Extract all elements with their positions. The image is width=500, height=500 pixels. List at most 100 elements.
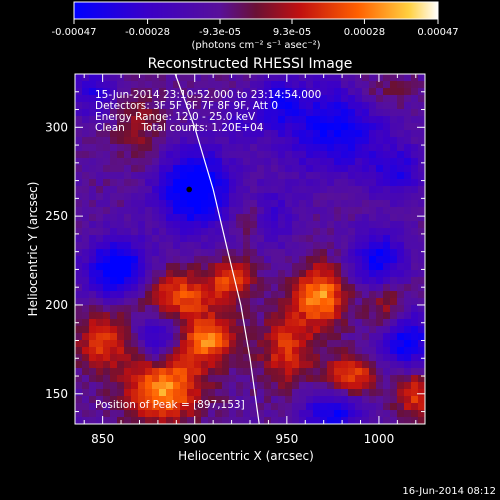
heatmap-cell — [418, 165, 425, 173]
heatmap-cell — [299, 277, 307, 285]
heatmap-cell — [166, 158, 174, 166]
heatmap-cell — [404, 221, 412, 229]
heatmap-cell — [208, 284, 216, 292]
heatmap-cell — [201, 95, 209, 103]
heatmap-cell — [159, 326, 167, 334]
heatmap-cell — [334, 410, 342, 418]
heatmap-cell — [355, 333, 363, 341]
heatmap-cell — [411, 151, 419, 159]
heatmap-cell — [362, 109, 370, 117]
heatmap-cell — [215, 326, 223, 334]
heatmap-cell — [82, 74, 90, 82]
heatmap-cell — [278, 305, 286, 313]
heatmap-cell — [327, 326, 335, 334]
heatmap-cell — [131, 144, 139, 152]
heatmap-cell — [376, 375, 384, 383]
heatmap-cell — [369, 256, 377, 264]
heatmap-cell — [96, 228, 104, 236]
heatmap-cell — [145, 382, 153, 390]
heatmap-cell — [306, 368, 314, 376]
heatmap-cell — [215, 151, 223, 159]
heatmap-cell — [271, 284, 279, 292]
heatmap-cell — [152, 158, 160, 166]
heatmap-cell — [82, 382, 90, 390]
heatmap-cell — [313, 221, 321, 229]
heatmap-cell — [159, 165, 167, 173]
heatmap-cell — [362, 256, 370, 264]
heatmap-cell — [278, 361, 286, 369]
heatmap-cell — [362, 74, 370, 82]
heatmap-cell — [89, 305, 97, 313]
heatmap-cell — [404, 102, 412, 110]
heatmap-cell — [89, 347, 97, 355]
heatmap-cell — [138, 123, 146, 131]
heatmap-cell — [159, 298, 167, 306]
heatmap-cell — [348, 340, 356, 348]
heatmap-cell — [222, 249, 230, 257]
heatmap-cell — [201, 312, 209, 320]
heatmap-cell — [159, 179, 167, 187]
heatmap-cell — [264, 116, 272, 124]
heatmap-cell — [264, 375, 272, 383]
heatmap-cell — [257, 123, 265, 131]
heatmap-cell — [250, 158, 258, 166]
heatmap-cell — [124, 389, 132, 397]
heatmap-cell — [264, 109, 272, 117]
heatmap-cell — [236, 291, 244, 299]
heatmap-cell — [82, 298, 90, 306]
heatmap-cell — [362, 249, 370, 257]
heatmap-cell — [145, 200, 153, 208]
heatmap-cell — [89, 361, 97, 369]
heatmap-cell — [173, 361, 181, 369]
heatmap-cell — [418, 249, 425, 257]
heatmap-cell — [187, 333, 195, 341]
heatmap-cell — [152, 326, 160, 334]
heatmap-cell — [131, 151, 139, 159]
heatmap-cell — [180, 403, 188, 411]
heatmap-cell — [278, 221, 286, 229]
heatmap-cell — [96, 179, 104, 187]
heatmap-cell — [362, 221, 370, 229]
heatmap-cell — [180, 347, 188, 355]
heatmap-cell — [285, 102, 293, 110]
heatmap-cell — [355, 291, 363, 299]
heatmap-cell — [411, 165, 419, 173]
heatmap-cell — [362, 361, 370, 369]
heatmap-cell — [278, 333, 286, 341]
heatmap-cell — [187, 298, 195, 306]
heatmap-cell — [299, 375, 307, 383]
heatmap-cell — [397, 116, 405, 124]
heatmap-cell — [145, 284, 153, 292]
heatmap-cell — [131, 389, 139, 397]
heatmap-cell — [103, 130, 111, 138]
heatmap-cell — [103, 221, 111, 229]
heatmap-cell — [208, 81, 216, 89]
heatmap-cell — [215, 81, 223, 89]
heatmap-cell — [271, 354, 279, 362]
heatmap-cell — [369, 102, 377, 110]
heatmap-cell — [271, 298, 279, 306]
heatmap-cell — [411, 130, 419, 138]
heatmap-cell — [355, 95, 363, 103]
heatmap-cell — [306, 298, 314, 306]
heatmap-cell — [222, 186, 230, 194]
x-tick-label: 900 — [183, 432, 206, 446]
heatmap-cell — [320, 137, 328, 145]
heatmap-cell — [124, 95, 132, 103]
heatmap-cell — [411, 109, 419, 117]
heatmap-cell — [166, 228, 174, 236]
heatmap-cell — [117, 193, 125, 201]
heatmap-cell — [145, 298, 153, 306]
heatmap-cell — [110, 137, 118, 145]
heatmap-cell — [222, 81, 230, 89]
heatmap-cell — [201, 382, 209, 390]
heatmap-cell — [369, 81, 377, 89]
heatmap-cell — [355, 256, 363, 264]
heatmap-cell — [187, 340, 195, 348]
heatmap-cell — [278, 88, 286, 96]
heatmap-cell — [201, 193, 209, 201]
heatmap-cell — [103, 242, 111, 250]
heatmap-cell — [348, 298, 356, 306]
heatmap-cell — [145, 88, 153, 96]
heatmap-cell — [89, 144, 97, 152]
